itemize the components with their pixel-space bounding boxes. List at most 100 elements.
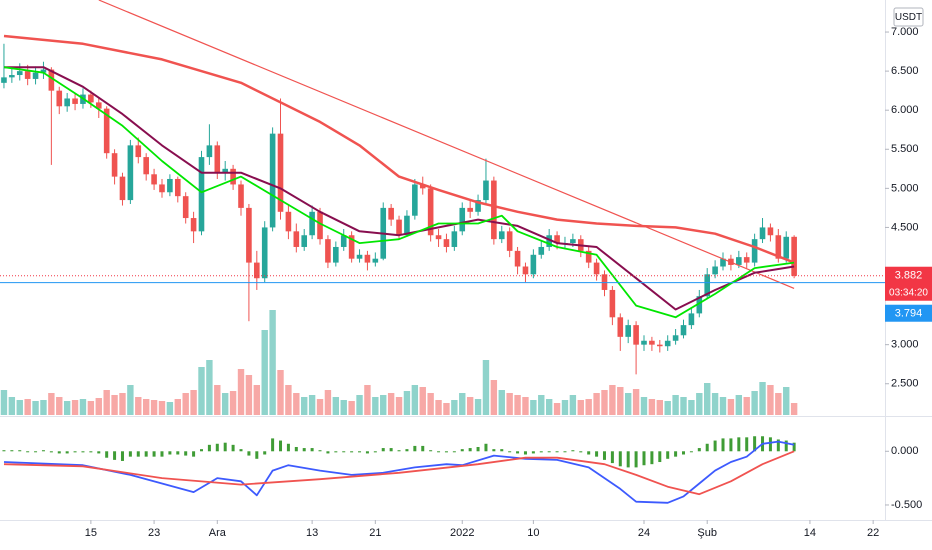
candle-body — [506, 231, 513, 251]
histogram-bar — [626, 451, 630, 468]
volume-bar — [364, 385, 371, 415]
histogram-bar — [792, 442, 796, 452]
volume-bar — [387, 393, 395, 415]
candle-body — [88, 94, 94, 103]
histogram-bar — [689, 451, 693, 453]
volume-bar — [482, 360, 490, 415]
volume-bar — [727, 399, 735, 415]
volume-bar — [790, 403, 798, 415]
histogram-bar — [460, 449, 464, 452]
candle-body — [214, 145, 221, 173]
currency-box[interactable] — [893, 7, 924, 27]
candle-body — [372, 258, 379, 263]
x-tick-label: 23 — [148, 527, 160, 539]
histogram-bar — [705, 443, 709, 452]
volume-bar — [735, 395, 743, 415]
histogram-bar — [437, 451, 441, 453]
histogram-bar — [65, 451, 69, 454]
histogram-bar — [784, 440, 788, 452]
volume-bar — [356, 395, 363, 415]
candle-body — [143, 157, 149, 175]
candle-body — [483, 180, 489, 201]
volume-bar — [119, 393, 126, 415]
candle-body — [174, 178, 181, 197]
candle-body — [135, 145, 142, 158]
volume-bar — [214, 385, 221, 415]
volume-bar — [506, 393, 513, 415]
volume-bar — [569, 395, 577, 415]
volume-bar — [24, 399, 31, 415]
histogram-bar — [120, 451, 124, 461]
volume-bar — [63, 401, 71, 415]
histogram-bar — [389, 448, 393, 452]
currency[interactable]: USDT — [895, 12, 922, 23]
histogram-bar — [468, 448, 472, 452]
histogram-bar — [413, 445, 417, 452]
volume-bar — [285, 385, 292, 415]
candle-body — [475, 200, 481, 212]
candle-body — [404, 215, 410, 236]
histogram-bar — [753, 436, 757, 452]
histogram-bar — [318, 450, 322, 452]
y-tick-label: 0.000 — [891, 445, 919, 457]
histogram-bar — [358, 451, 362, 453]
histogram-bar — [563, 451, 567, 453]
histogram-bar — [768, 437, 772, 452]
volume-bar — [293, 393, 300, 415]
histogram-bar — [492, 449, 496, 452]
candle-body — [254, 262, 260, 279]
histogram-bar — [658, 451, 662, 463]
volume-bar — [530, 400, 537, 415]
histogram-bar — [271, 438, 275, 452]
histogram-bar — [2, 450, 6, 452]
candle-body — [388, 207, 394, 220]
candle-body — [56, 90, 63, 107]
volume-bar — [174, 399, 181, 415]
countdown: 03:34:20 — [889, 287, 928, 298]
histogram-bar — [89, 451, 93, 453]
candle-body — [743, 257, 750, 263]
x-tick-label: Ara — [209, 527, 227, 539]
volume-bar — [672, 395, 679, 415]
volume-bar — [135, 397, 142, 415]
volume-bar — [585, 399, 592, 415]
volume-bar — [245, 375, 253, 415]
candle-body — [435, 235, 442, 240]
histogram-bar — [587, 451, 591, 455]
y-tick-label: 2.500 — [891, 378, 919, 390]
histogram-bar — [239, 449, 243, 452]
histogram-bar — [128, 451, 132, 457]
candle-body — [40, 69, 47, 73]
candle-body — [159, 184, 165, 193]
volume-bar — [601, 390, 608, 415]
candle-body — [617, 317, 624, 337]
histogram-bar — [302, 448, 306, 452]
volume-bar — [56, 397, 63, 415]
x-tick-label: 10 — [527, 527, 539, 539]
y-tick-label: 7.000 — [891, 26, 919, 38]
histogram-bar — [373, 451, 377, 453]
candle-body — [649, 340, 655, 345]
histogram-bar — [650, 451, 654, 465]
volume-bar — [269, 310, 276, 415]
candle-body — [459, 207, 466, 232]
volume-bar — [0, 390, 8, 415]
candle-body — [467, 207, 473, 212]
volume-bar — [624, 393, 632, 415]
candle-body — [680, 325, 687, 336]
histogram-bar — [745, 437, 749, 452]
candle-body — [127, 145, 134, 201]
volume-bar — [103, 390, 110, 415]
histogram-bar — [571, 450, 575, 452]
histogram-bar — [113, 451, 117, 460]
volume-bar — [150, 400, 158, 415]
volume-bar — [166, 402, 174, 415]
volume-bar — [95, 398, 102, 415]
volume-bar — [40, 400, 47, 415]
candle-body — [530, 254, 537, 275]
volume-bar — [617, 387, 624, 415]
indicator-line — [3, 440, 795, 504]
candle-body — [206, 145, 213, 158]
histogram-bar — [737, 437, 741, 452]
candle-body — [222, 168, 229, 173]
